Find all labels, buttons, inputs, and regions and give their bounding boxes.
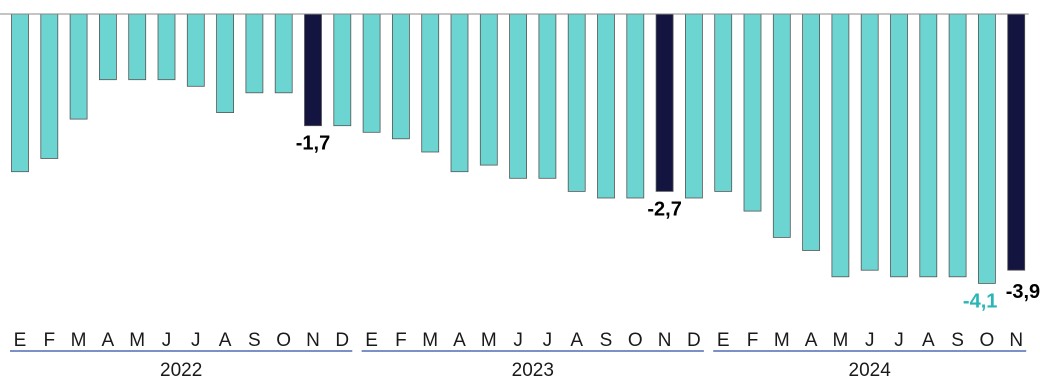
bar-17 [509, 13, 528, 179]
month-label-31: A [922, 330, 935, 351]
month-label-12: E [365, 330, 378, 351]
month-label-18: J [543, 330, 553, 351]
bar-1 [40, 13, 59, 159]
bar-8 [245, 13, 264, 94]
month-label-0: E [14, 330, 27, 351]
month-label-11: D [335, 330, 349, 351]
month-label-7: A [219, 330, 232, 351]
year-label-2022: 2022 [160, 360, 202, 378]
year-groups: 2022 2023 2024 [10, 350, 1027, 378]
bar-28 [831, 13, 850, 278]
bar-20 [597, 13, 615, 199]
month-label-10: N [306, 330, 320, 351]
month-label-17: J [513, 330, 523, 351]
month-label-19: A [570, 330, 583, 351]
bar-24 [714, 13, 733, 192]
month-label-30: J [894, 330, 904, 351]
month-label-5: J [162, 330, 172, 351]
bar-25 [743, 13, 762, 212]
month-label-3: A [102, 330, 115, 351]
month-label-21: O [628, 330, 643, 351]
bar-19 [567, 13, 586, 192]
bar-12 [362, 13, 381, 133]
month-label-6: J [191, 330, 201, 351]
bar-2 [69, 13, 88, 120]
month-label-14: M [422, 330, 438, 351]
month-label-32: S [951, 330, 964, 351]
month-label-24: E [717, 330, 730, 351]
year-label-2024: 2024 [849, 360, 892, 378]
bar-30 [890, 13, 908, 278]
month-label-9: O [276, 330, 291, 351]
bar-33 [978, 13, 996, 284]
bar-16 [479, 13, 498, 166]
bar-22 [655, 13, 674, 192]
month-label-15: A [453, 330, 466, 351]
month-label-16: M [481, 330, 497, 351]
bar-4 [128, 13, 147, 81]
bar-26 [772, 13, 791, 238]
month-label-23: D [687, 330, 701, 351]
data-label-3: -3,9 [1006, 281, 1040, 303]
data-label-1: -2,7 [647, 198, 681, 220]
bar-10 [304, 13, 322, 127]
bar-15 [450, 13, 469, 173]
bar-6 [186, 13, 205, 87]
year-label-2023: 2023 [512, 360, 554, 378]
month-label-33: O [980, 330, 995, 351]
bar-9 [274, 13, 293, 94]
bar-7 [216, 13, 235, 113]
month-label-1: F [43, 330, 55, 351]
bar-29 [860, 13, 879, 271]
month-label-8: S [248, 330, 261, 351]
bar-5 [157, 13, 176, 81]
data-labels-group: -1,7 -2,7 -4,1 -3,9 [296, 133, 1040, 313]
month-label-27: A [805, 330, 818, 351]
bar-31 [919, 13, 938, 278]
month-label-26: M [774, 330, 790, 351]
bar-18 [538, 13, 557, 179]
month-label-2: M [71, 330, 87, 351]
month-label-25: F [747, 330, 759, 351]
month-label-4: M [129, 330, 145, 351]
bar-23 [685, 13, 703, 199]
bar-11 [333, 13, 352, 127]
data-label-2: -4,1 [963, 290, 997, 312]
bar-0 [11, 13, 29, 173]
bar-3 [99, 13, 117, 81]
month-label-34: N [1009, 330, 1023, 351]
bars-group [11, 13, 1026, 284]
month-label-22: N [658, 330, 672, 351]
bar-34 [1007, 13, 1026, 271]
month-label-29: J [865, 330, 875, 351]
bar-27 [802, 13, 820, 251]
bar-32 [948, 13, 967, 278]
bar-13 [391, 13, 410, 140]
month-label-20: S [600, 330, 613, 351]
bar-21 [626, 13, 645, 199]
month-label-28: M [832, 330, 848, 351]
data-label-0: -1,7 [296, 133, 330, 155]
month-label-13: F [395, 330, 407, 351]
bar-14 [421, 13, 440, 153]
